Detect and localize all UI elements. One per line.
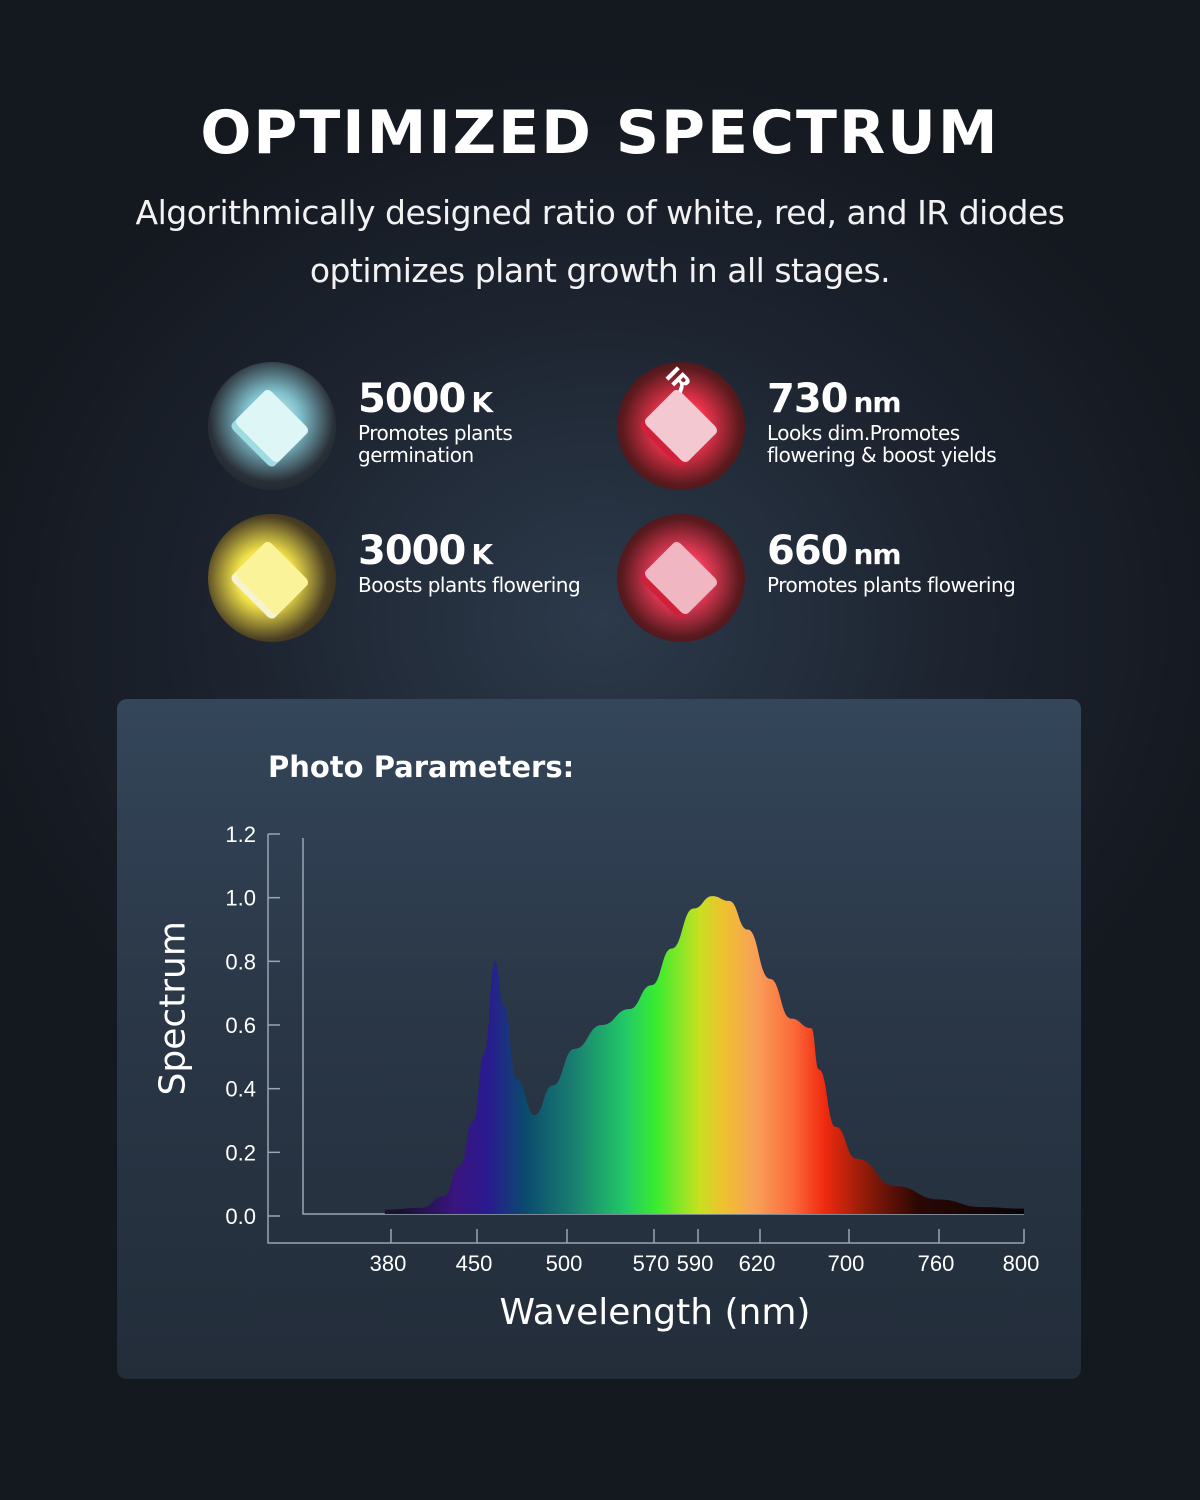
feature-value: 660 — [767, 528, 848, 574]
x-tick-label: 450 — [456, 1251, 493, 1276]
red-led-chip-icon — [617, 514, 745, 642]
x-tick-label: 380 — [370, 1251, 407, 1276]
x-tick-label: 760 — [918, 1251, 955, 1276]
feature-unit: nm — [853, 538, 902, 571]
feature-unit: K — [471, 386, 493, 419]
y-tick-label: 0.0 — [225, 1204, 256, 1229]
white-led-chip-icon — [208, 362, 336, 490]
y-axis-label: Spectrum — [152, 921, 194, 1096]
page-title: OPTIMIZED SPECTRUM — [200, 98, 1000, 168]
outer-axis — [267, 834, 1024, 1244]
x-tick-label: 500 — [546, 1251, 583, 1276]
feature-value: 5000 — [358, 376, 466, 422]
feature-unit: K — [471, 538, 493, 571]
feature-value: 730 — [767, 376, 848, 422]
x-axis-label: Wavelength (nm) — [499, 1292, 811, 1333]
y-tick-label: 0.4 — [225, 1077, 256, 1102]
x-tick-label: 590 — [677, 1251, 714, 1276]
feature-660nm: 660 nm Promotes plants flowering — [617, 514, 1037, 644]
feature-3000k: 3000 K Boosts plants flowering — [208, 514, 628, 644]
x-tick-label: 570 — [633, 1251, 670, 1276]
x-tick-label: 700 — [828, 1251, 865, 1276]
feature-description: Promotes plants germination — [358, 421, 513, 467]
feature-730nm: IR 730 nm Looks dim.Promotes flowering & … — [617, 362, 1037, 492]
y-tick-label: 0.6 — [225, 1013, 256, 1038]
page-subtitle: Algorithmically designed ratio of white,… — [135, 193, 1065, 290]
x-tick-label: 620 — [739, 1251, 776, 1276]
y-tick-label: 0.8 — [225, 949, 256, 974]
y-tick-label: 1.2 — [225, 822, 256, 847]
feature-unit: nm — [853, 386, 902, 419]
ir-led-chip-icon: IR — [617, 362, 745, 490]
warm-white-led-chip-icon — [208, 514, 336, 642]
feature-description: Boosts plants flowering — [358, 573, 581, 597]
chart-title: Photo Parameters: — [268, 750, 575, 784]
feature-description: Promotes plants flowering — [767, 573, 1016, 597]
y-tick-label: 1.0 — [225, 886, 256, 911]
feature-5000k: 5000 K Promotes plants germination — [208, 362, 628, 492]
feature-value: 3000 — [358, 528, 466, 574]
x-tick-label: 800 — [1003, 1251, 1040, 1276]
y-tick-label: 0.2 — [225, 1140, 256, 1165]
spectrum-area — [384, 896, 1024, 1214]
feature-description: Looks dim.Promotes flowering & boost yie… — [767, 421, 997, 467]
